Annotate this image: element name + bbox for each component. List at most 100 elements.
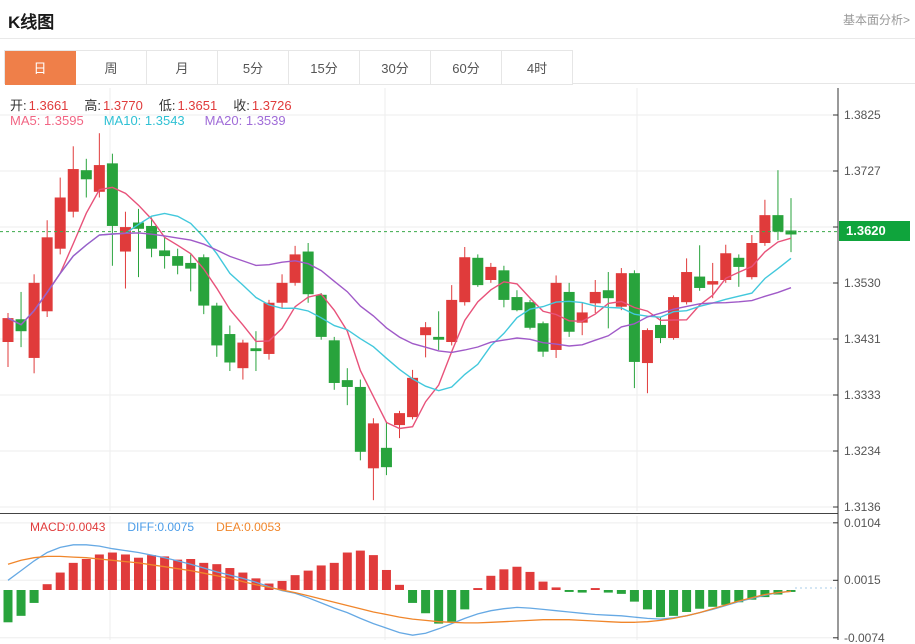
macd-bar <box>186 558 196 590</box>
tab-5min[interactable]: 5分 <box>218 51 289 85</box>
candle-down <box>380 447 392 468</box>
macd-bar <box>525 571 535 590</box>
page-title: K线图 <box>8 13 55 32</box>
y-axis-label: 1.3431 <box>844 332 881 346</box>
candle-down <box>224 334 236 363</box>
candle-down <box>133 222 144 229</box>
ohlc-readout: 开: 1.3661 高: 1.3770 低: 1.3651 收: 1.3726 <box>10 98 292 113</box>
y-axis-label: -0.0074 <box>844 630 885 644</box>
tab-15min[interactable]: 15分 <box>289 51 360 85</box>
macd-bar <box>107 552 117 590</box>
candle-up <box>641 330 653 364</box>
open-value: 1.3661 <box>28 98 69 113</box>
close-value: 1.3726 <box>251 98 292 113</box>
candle-down <box>537 323 549 352</box>
y-axis-label: 1.3136 <box>844 500 881 514</box>
macd-bar <box>303 570 313 590</box>
candle-down <box>185 262 197 269</box>
macd-bar <box>3 590 13 623</box>
diff-line <box>7 544 792 636</box>
macd-bar <box>395 584 404 590</box>
tab-day[interactable]: 日 <box>5 51 76 85</box>
high-label: 高 <box>84 98 98 113</box>
candle-up <box>485 266 497 280</box>
macd-bar <box>316 565 326 590</box>
dea-line <box>7 555 792 624</box>
macd-bar <box>564 590 574 592</box>
candle-up <box>746 243 758 278</box>
macd-bar <box>656 590 665 618</box>
y-axis-label: 1.3333 <box>844 388 881 402</box>
candle-down <box>602 290 614 299</box>
tab-4hour[interactable]: 4时 <box>502 51 573 85</box>
macd-bar <box>486 575 496 590</box>
y-axis-label: 1.3234 <box>844 444 881 458</box>
candle-up <box>407 377 419 418</box>
macd-bar <box>616 590 626 594</box>
ma20-line <box>7 232 792 354</box>
candle-down <box>628 273 640 362</box>
ma20-legend: MA20: 1.3539 <box>204 113 286 128</box>
candle-up <box>289 254 301 283</box>
tab-60min[interactable]: 60分 <box>431 51 502 85</box>
macd-bar <box>29 590 39 603</box>
candle-up <box>394 413 405 426</box>
candle-up <box>276 282 288 303</box>
macd-bar <box>42 584 52 590</box>
candle-down <box>354 386 366 452</box>
candle-down <box>302 251 314 295</box>
candle-up <box>550 282 562 350</box>
candle-up <box>681 272 693 303</box>
macd-bar <box>460 590 470 610</box>
tab-week[interactable]: 周 <box>76 51 147 85</box>
candle-up <box>119 227 131 252</box>
y-axis-label: 1.3727 <box>844 164 881 178</box>
macd-bar <box>695 590 705 609</box>
candle-up <box>707 281 719 285</box>
candle-up <box>93 165 105 192</box>
macd-bar <box>134 557 143 590</box>
candle-down <box>328 340 340 383</box>
candle-up <box>420 327 432 336</box>
dea-value-legend: DEA:0.0053 <box>216 520 281 534</box>
macd-bar <box>577 590 587 593</box>
macd-bar <box>642 590 652 610</box>
candle-down <box>433 336 445 340</box>
macd-bar <box>473 588 483 590</box>
candle-up <box>720 253 732 280</box>
diff-value-legend: DIFF:0.0075 <box>127 520 195 534</box>
candle-up <box>263 302 275 354</box>
tabbar-filler <box>572 50 915 84</box>
tab-30min[interactable]: 30分 <box>360 51 431 85</box>
candle-down <box>472 257 484 286</box>
current-price-badge: 1.3620 <box>839 221 910 241</box>
macd-bar <box>734 590 744 603</box>
candle-up <box>589 291 601 304</box>
macd-bar <box>16 590 26 616</box>
macd-bar <box>760 590 770 598</box>
candle-down <box>146 225 158 249</box>
macd-bar <box>590 588 600 590</box>
candle-up <box>41 237 53 312</box>
macd-bar <box>290 575 300 590</box>
candle-down <box>655 324 666 339</box>
macd-bar <box>329 562 339 590</box>
macd-bar <box>512 566 522 590</box>
macd-bar <box>629 590 639 602</box>
macd-bar <box>408 590 418 603</box>
candle-up <box>367 423 379 469</box>
macd-bar <box>120 554 130 590</box>
macd-bar <box>434 590 444 624</box>
candle-down <box>106 163 118 226</box>
candle-down <box>250 348 262 352</box>
candle-down <box>172 256 184 266</box>
candle-up <box>67 169 79 212</box>
macd-legend: MACD:0.0043 DIFF:0.0075 DEA:0.0053 <box>30 520 281 534</box>
fundamental-analysis-link[interactable]: 基本面分析> <box>842 13 910 27</box>
candle-down <box>315 294 327 337</box>
candle-down <box>563 291 575 332</box>
tab-month[interactable]: 月 <box>147 51 218 85</box>
macd-bar <box>68 562 78 590</box>
